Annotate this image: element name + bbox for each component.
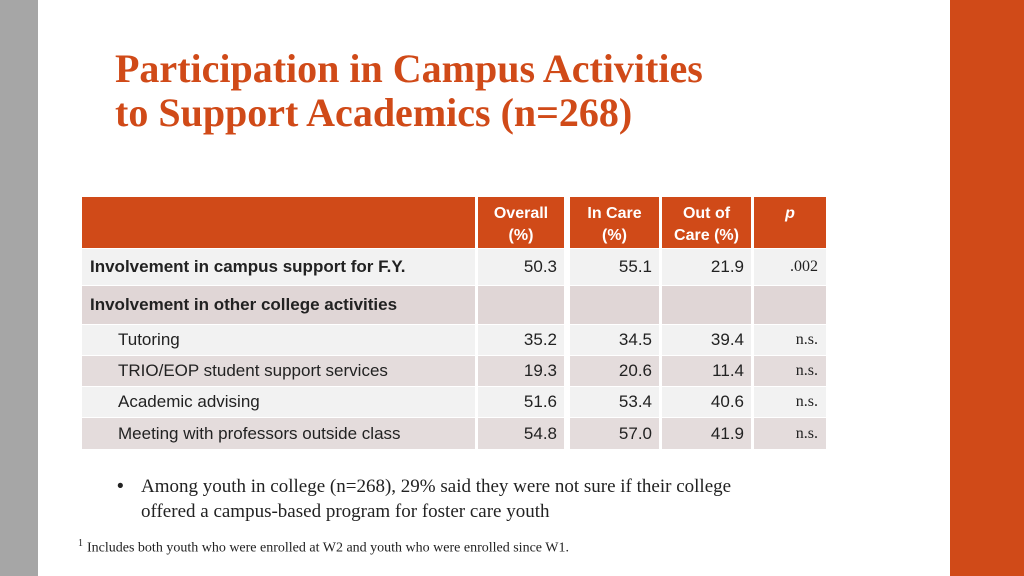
row-overall: 54.8 — [478, 418, 564, 449]
left-accent-bar — [0, 0, 38, 576]
header-in-care-line2: (%) — [602, 227, 627, 244]
bullet-marker: • — [117, 476, 124, 497]
row-label: Tutoring — [82, 325, 475, 355]
header-p: p — [754, 197, 826, 248]
bullet-line-1: Among youth in college (n=268), 29% said… — [141, 476, 732, 497]
table-row: Tutoring 35.2 34.5 39.4 n.s. — [82, 325, 826, 355]
row-p — [754, 286, 826, 324]
row-in-care — [570, 286, 659, 324]
row-out-of-care: 40.6 — [662, 387, 751, 417]
row-label: TRIO/EOP student support services — [82, 356, 475, 386]
row-in-care: 20.6 — [570, 356, 659, 386]
row-p: n.s. — [754, 325, 826, 355]
header-overall: Overall (%) — [478, 197, 564, 248]
table-row: Involvement in other college activities — [82, 286, 826, 324]
row-overall: 35.2 — [478, 325, 564, 355]
header-label-cell — [82, 197, 475, 248]
row-out-of-care: 21.9 — [662, 249, 751, 285]
row-overall — [478, 286, 564, 324]
footnote-text: Includes both youth who were enrolled at… — [87, 540, 569, 556]
title-line-2: to Support Academics (n=268) — [115, 90, 633, 135]
title-line-1: Participation in Campus Activities — [115, 46, 703, 91]
row-overall: 51.6 — [478, 387, 564, 417]
table-header-row: Overall (%) In Care (%) Out of Care (%) … — [82, 197, 826, 248]
row-p: n.s. — [754, 418, 826, 449]
footnote: 1 Includes both youth who were enrolled a… — [78, 538, 938, 557]
row-label: Involvement in campus support for F.Y. — [82, 249, 475, 285]
row-overall: 50.3 — [478, 249, 564, 285]
header-overall-line1: Overall — [493, 205, 549, 222]
header-in-care: In Care (%) — [570, 197, 659, 248]
row-p: .002 — [754, 249, 826, 285]
table-row: Involvement in campus support for F.Y. 5… — [82, 249, 826, 285]
header-overall-line2: (%) — [508, 227, 534, 244]
slide-title: Participation in Campus Activities to Su… — [115, 47, 935, 135]
footnote-marker: 1 — [78, 538, 83, 549]
results-table: Overall (%) In Care (%) Out of Care (%) … — [82, 197, 826, 449]
header-out-of-care-line1: Out of — [682, 205, 731, 222]
row-label: Academic advising — [82, 387, 475, 417]
table-row: Academic advising 51.6 53.4 40.6 n.s. — [82, 387, 826, 417]
row-out-of-care: 41.9 — [662, 418, 751, 449]
header-out-of-care: Out of Care (%) — [662, 197, 751, 248]
row-out-of-care: 11.4 — [662, 356, 751, 386]
right-accent-bar — [950, 0, 1024, 576]
row-in-care: 34.5 — [570, 325, 659, 355]
row-out-of-care: 39.4 — [662, 325, 751, 355]
row-label: Involvement in other college activities — [82, 286, 475, 324]
row-out-of-care — [662, 286, 751, 324]
bullet-line-2: offered a campus-based program for foste… — [141, 501, 550, 522]
row-in-care: 57.0 — [570, 418, 659, 449]
table-row: Meeting with professors outside class 54… — [82, 418, 826, 449]
header-in-care-line1: In Care — [587, 205, 642, 222]
bullet-point: • Among youth in college (n=268), 29% sa… — [117, 474, 917, 524]
row-overall: 19.3 — [478, 356, 564, 386]
row-label: Meeting with professors outside class — [82, 418, 475, 449]
bullet-text: Among youth in college (n=268), 29% said… — [141, 474, 731, 524]
table-row: TRIO/EOP student support services 19.3 2… — [82, 356, 826, 386]
header-out-of-care-line2: Care (%) — [674, 227, 739, 244]
row-p: n.s. — [754, 356, 826, 386]
row-in-care: 55.1 — [570, 249, 659, 285]
row-in-care: 53.4 — [570, 387, 659, 417]
row-p: n.s. — [754, 387, 826, 417]
